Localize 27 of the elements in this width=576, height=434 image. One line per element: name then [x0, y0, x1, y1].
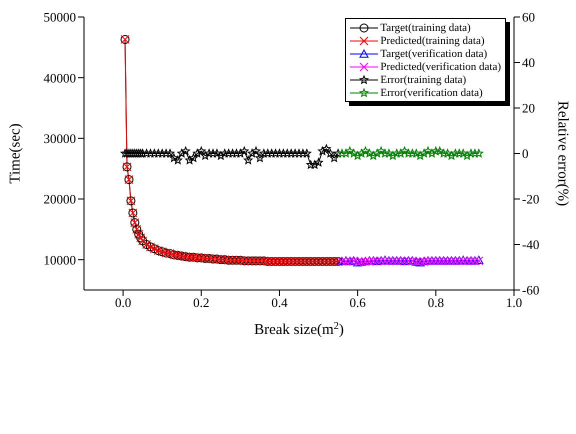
y2-tick-label: 20 [522, 100, 535, 116]
legend-label: Target(verification data) [380, 48, 488, 60]
y-tick-label: 30000 [44, 130, 76, 146]
x-tick-label: 1.0 [506, 295, 522, 310]
y2-tick-label: 0 [522, 146, 528, 162]
legend-label: Error(verification data) [380, 86, 483, 98]
x-tick-label: 0.8 [428, 295, 444, 310]
y2-tick-label: -40 [522, 237, 540, 252]
y2-tick-label: 60 [522, 10, 535, 25]
y2-tick-label: 40 [522, 55, 535, 70]
x-tick-label: 0.4 [271, 295, 288, 310]
y-tick-label: 40000 [44, 70, 76, 86]
legend-label: Predicted(training data) [380, 34, 485, 46]
legend-label: Error(training data) [380, 74, 466, 86]
y-tick-label: 50000 [44, 10, 76, 25]
x-tick-label: 0.6 [350, 295, 366, 310]
legend-label: Predicted(verification data) [380, 60, 501, 72]
y2-tick-label: -20 [522, 192, 540, 207]
y-tick-label: 10000 [44, 252, 76, 268]
x-tick-label: 0.2 [193, 295, 210, 310]
y2-tick-label: -60 [522, 282, 540, 298]
y-tick-label: 20000 [44, 192, 76, 207]
x-tick-label: 0.0 [114, 295, 132, 310]
legend-label: Target(training data) [380, 22, 471, 34]
x-axis-title: Break size(m$^{2}$) [254, 320, 344, 338]
y2-axis-title: Relative error(%) [554, 100, 571, 206]
y-axis-title: Time(sec) [7, 123, 24, 184]
